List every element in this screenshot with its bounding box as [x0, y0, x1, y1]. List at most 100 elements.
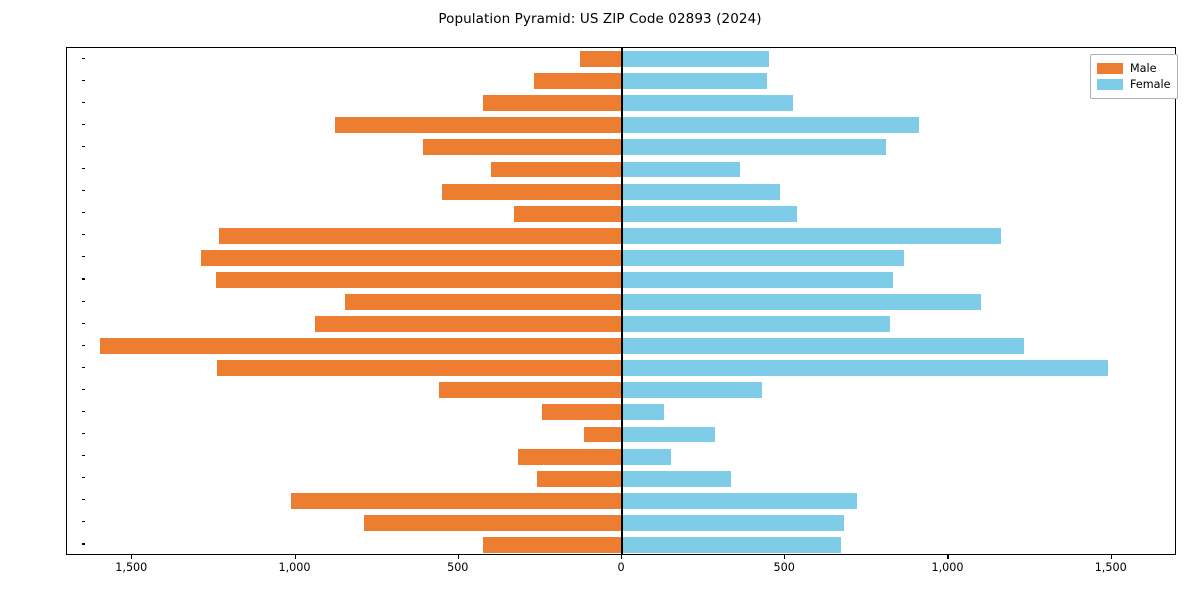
x-tick-mark — [621, 555, 623, 559]
y-tick-mark — [81, 499, 85, 501]
bar-row — [67, 227, 1175, 244]
plot-area — [66, 47, 1176, 555]
x-tick-label: 500 — [447, 561, 469, 574]
bar-male-15-17 — [537, 470, 622, 487]
y-tick-mark — [81, 366, 85, 368]
x-tick-mark — [784, 555, 786, 559]
bar-female-80-84 — [622, 73, 768, 90]
bar-male-50-54 — [200, 249, 622, 266]
bar-male-18-19 — [517, 448, 622, 465]
x-tick-label: 0 — [617, 561, 625, 574]
bar-female-35-39 — [622, 316, 890, 333]
x-tick-mark — [947, 555, 949, 559]
legend-label-male: Male — [1130, 62, 1157, 75]
bar-female-40-44 — [622, 294, 982, 310]
x-tick-label: 1,500 — [115, 561, 148, 574]
y-tick-mark — [81, 477, 85, 479]
bar-male-under-5 — [483, 537, 622, 553]
bar-male-85- — [579, 51, 622, 67]
bar-male-5-9 — [364, 514, 622, 531]
legend-item-male: Male — [1097, 61, 1170, 76]
bar-female-20 — [622, 426, 716, 443]
y-tick-mark — [81, 101, 85, 103]
legend: Male Female — [1090, 54, 1179, 99]
bar-male-45-49 — [215, 271, 622, 288]
legend-item-female: Female — [1097, 77, 1170, 92]
bar-female-21 — [622, 404, 665, 421]
bar-row — [67, 404, 1175, 421]
bar-row — [67, 117, 1175, 134]
x-tick-mark — [294, 555, 296, 559]
bar-row — [67, 249, 1175, 266]
x-tick-mark — [457, 555, 459, 559]
y-tick-mark — [81, 543, 85, 545]
bar-row — [67, 271, 1175, 288]
bar-male-75-79 — [483, 95, 622, 112]
y-tick-mark — [81, 344, 85, 346]
bar-female-62-64 — [622, 183, 781, 200]
bar-row — [67, 338, 1175, 355]
y-tick-mark — [81, 278, 85, 280]
bar-female-55-59 — [622, 227, 1001, 244]
bar-male-65-66 — [491, 161, 622, 178]
bar-male-30-34 — [99, 338, 622, 355]
bar-female-5-9 — [622, 514, 844, 531]
y-tick-mark — [81, 190, 85, 192]
bar-female-10-14 — [622, 492, 858, 509]
bar-row — [67, 426, 1175, 443]
bar-row — [67, 73, 1175, 90]
bar-male-22-24 — [439, 382, 622, 399]
bar-female-50-54 — [622, 249, 905, 266]
bars-layer — [67, 48, 1175, 554]
y-tick-mark — [81, 322, 85, 324]
bar-row — [67, 161, 1175, 178]
y-tick-mark — [81, 212, 85, 214]
y-tick-mark — [81, 57, 85, 59]
bar-female-70-74 — [622, 117, 920, 134]
y-tick-mark — [81, 300, 85, 302]
bar-row — [67, 382, 1175, 399]
legend-swatch-male — [1097, 63, 1123, 74]
bar-male-70-74 — [334, 117, 622, 134]
bar-male-20 — [584, 426, 622, 443]
bar-male-55-59 — [218, 227, 622, 244]
bar-male-67-69 — [422, 139, 622, 156]
bar-male-80-84 — [533, 73, 622, 90]
bar-female-65-66 — [622, 161, 740, 178]
y-tick-mark — [81, 410, 85, 413]
bar-row — [67, 294, 1175, 310]
bar-row — [67, 205, 1175, 222]
bar-female-67-69 — [622, 139, 887, 156]
x-tick-label: 500 — [773, 561, 795, 574]
y-tick-mark — [81, 256, 85, 258]
bar-female-under-5 — [622, 537, 841, 553]
bar-female-60-61 — [622, 205, 797, 222]
bar-row — [67, 537, 1175, 553]
x-tick-label: 1,500 — [1094, 561, 1127, 574]
y-tick-mark — [81, 123, 85, 125]
bar-row — [67, 360, 1175, 377]
x-tick-label: 1,000 — [931, 561, 964, 574]
bar-male-62-64 — [442, 183, 622, 200]
y-tick-mark — [81, 234, 85, 236]
bar-row — [67, 470, 1175, 487]
bar-row — [67, 139, 1175, 156]
bar-male-21 — [542, 404, 622, 421]
bar-row — [67, 492, 1175, 509]
bar-male-25-29 — [217, 360, 622, 377]
bar-male-40-44 — [344, 294, 622, 310]
y-tick-mark — [81, 433, 85, 435]
bar-female-75-79 — [622, 95, 794, 112]
bar-row — [67, 316, 1175, 333]
bar-row — [67, 183, 1175, 200]
y-tick-mark — [81, 167, 85, 170]
y-tick-mark — [81, 455, 85, 457]
bar-row — [67, 51, 1175, 67]
bar-female-45-49 — [622, 271, 893, 288]
bar-male-10-14 — [290, 492, 622, 509]
legend-swatch-female — [1097, 79, 1123, 90]
bar-row — [67, 514, 1175, 531]
bar-row — [67, 448, 1175, 465]
y-tick-mark — [81, 145, 85, 147]
y-tick-mark — [81, 521, 85, 523]
